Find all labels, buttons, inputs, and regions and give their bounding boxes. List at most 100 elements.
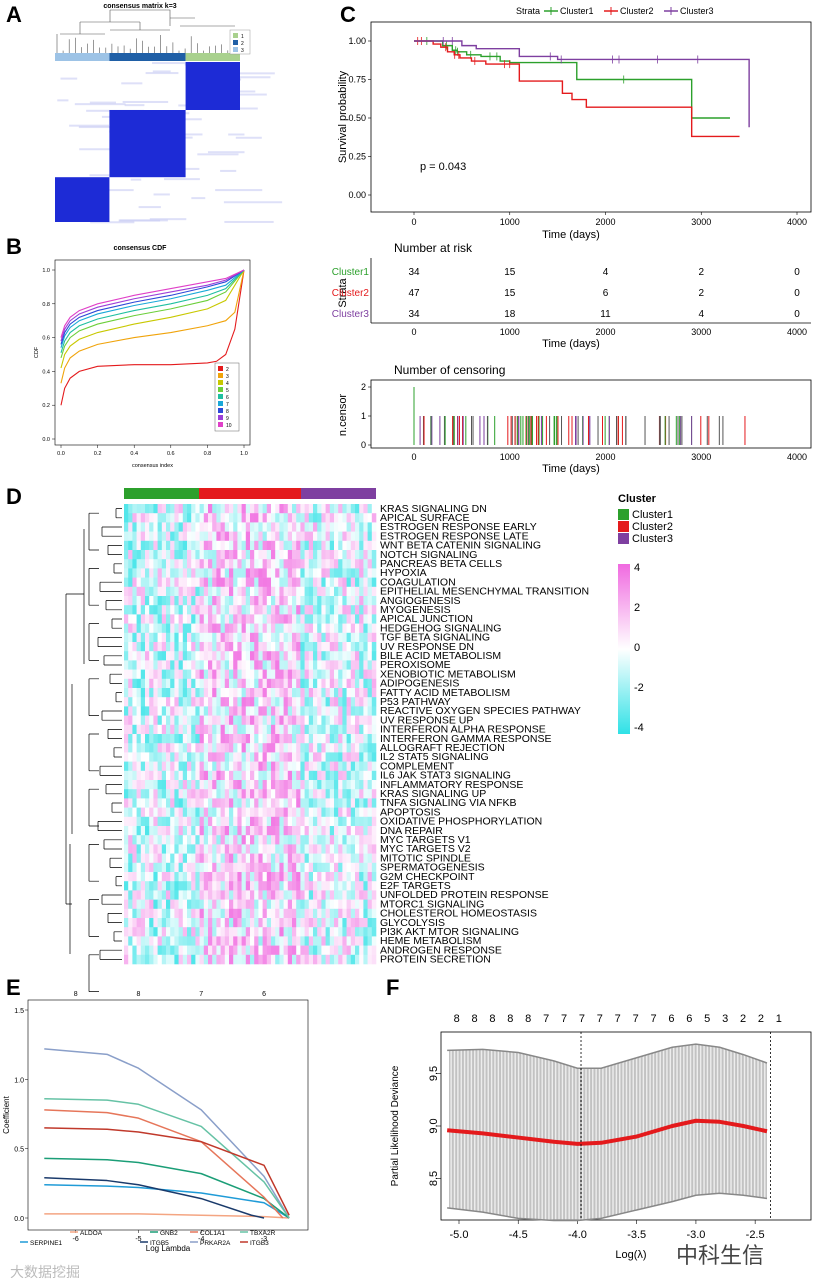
heat-cell — [317, 881, 322, 891]
heat-cell — [216, 660, 221, 670]
heat-cell — [271, 899, 276, 910]
heat-cell — [296, 614, 301, 624]
heat-cell — [271, 586, 276, 597]
heat-cell — [237, 550, 242, 560]
heat-cell — [124, 642, 129, 652]
heat-cell — [212, 908, 217, 919]
heat-cell — [292, 835, 297, 845]
heat-cell — [161, 614, 167, 624]
heat-cell — [166, 669, 171, 680]
heat-cell — [208, 724, 213, 735]
heat-cell — [166, 872, 171, 882]
heat-cell — [237, 918, 242, 928]
heat-cell — [371, 697, 377, 707]
risk-value: 15 — [504, 288, 516, 299]
heat-cell — [182, 945, 188, 956]
heat-cell — [296, 605, 301, 615]
heat-cell — [166, 835, 171, 845]
heat-cell — [178, 504, 184, 514]
heat-cell — [182, 559, 188, 569]
heat-cell — [182, 550, 188, 560]
heat-cell — [224, 872, 230, 882]
heat-cell — [304, 780, 310, 790]
heat-cell — [296, 789, 301, 799]
heat-cell — [283, 770, 289, 781]
heat-cell — [329, 881, 335, 891]
heat-cell — [224, 816, 230, 827]
heat-cell — [258, 954, 263, 965]
heat-cell — [203, 936, 209, 946]
heat-cell — [182, 872, 188, 882]
heat-cell — [279, 770, 284, 781]
heat-cell — [367, 614, 373, 624]
heat-cell — [300, 706, 305, 716]
heat-cell — [237, 688, 242, 698]
heat-cell — [350, 706, 356, 716]
heat-cell — [250, 908, 255, 919]
heat-cell — [241, 531, 247, 542]
heat-cell — [178, 660, 184, 670]
heat-cell — [296, 853, 301, 864]
heat-cell — [191, 752, 196, 762]
heat-cell — [124, 651, 129, 661]
heat-cell — [149, 504, 154, 514]
heat-cell — [329, 743, 335, 753]
heat-cell — [199, 586, 205, 597]
heat-cell — [216, 872, 221, 882]
heat-cell — [262, 669, 268, 680]
cdf-line-k4 — [60, 269, 245, 369]
heat-cell — [136, 596, 142, 606]
heat-cell — [153, 586, 158, 597]
heat-cell — [166, 890, 171, 900]
heat-cell — [283, 697, 289, 707]
heat-cell — [216, 918, 221, 928]
heat-cell — [216, 780, 221, 790]
heat-cell — [220, 559, 226, 569]
heat-cell — [287, 559, 293, 569]
heat-cell — [161, 559, 167, 569]
heat-cell — [140, 844, 146, 854]
heat-cell — [363, 954, 368, 965]
heat-cell — [279, 513, 284, 523]
heat-cell — [346, 715, 352, 726]
heat-cell — [178, 945, 184, 956]
cdf-line-k9 — [60, 269, 245, 342]
heat-cell — [262, 513, 268, 523]
heat-cell — [342, 954, 347, 965]
heat-cell — [128, 596, 133, 606]
heat-cell — [250, 605, 255, 615]
legend-swatch — [218, 422, 223, 427]
heat-cell — [250, 844, 255, 854]
heat-cell — [292, 651, 297, 661]
heat-cell — [153, 632, 158, 643]
heat-cell — [308, 899, 314, 910]
heat-cell — [355, 697, 360, 707]
heat-cell — [220, 642, 226, 652]
heat-cell — [170, 577, 175, 588]
heat-cell — [279, 780, 284, 790]
heat-cell — [342, 761, 347, 772]
heat-cell — [271, 734, 276, 744]
heat-cell — [149, 770, 154, 781]
heat-cell — [355, 504, 360, 514]
heat-cell — [170, 844, 175, 854]
heat-cell — [334, 761, 339, 772]
heat-cell — [216, 881, 221, 891]
censor-title: Number of censoring — [394, 363, 505, 377]
heat-cell — [241, 807, 247, 818]
heat-cell — [254, 522, 259, 532]
heat-cell — [359, 586, 364, 597]
heat-cell — [325, 688, 331, 698]
y-tick-label: 0.6 — [42, 336, 50, 342]
heat-cell — [203, 596, 209, 606]
heat-cell — [275, 835, 280, 845]
heat-cell — [292, 927, 297, 937]
heat-cell — [346, 835, 352, 845]
heat-cell — [245, 568, 251, 578]
heat-cell — [195, 596, 200, 606]
heat-cell — [266, 559, 272, 569]
heat-cell — [241, 853, 247, 864]
pathway-label: MYC TARGETS V1 — [380, 834, 471, 846]
heat-cell — [300, 697, 305, 707]
heat-cell — [174, 927, 179, 937]
